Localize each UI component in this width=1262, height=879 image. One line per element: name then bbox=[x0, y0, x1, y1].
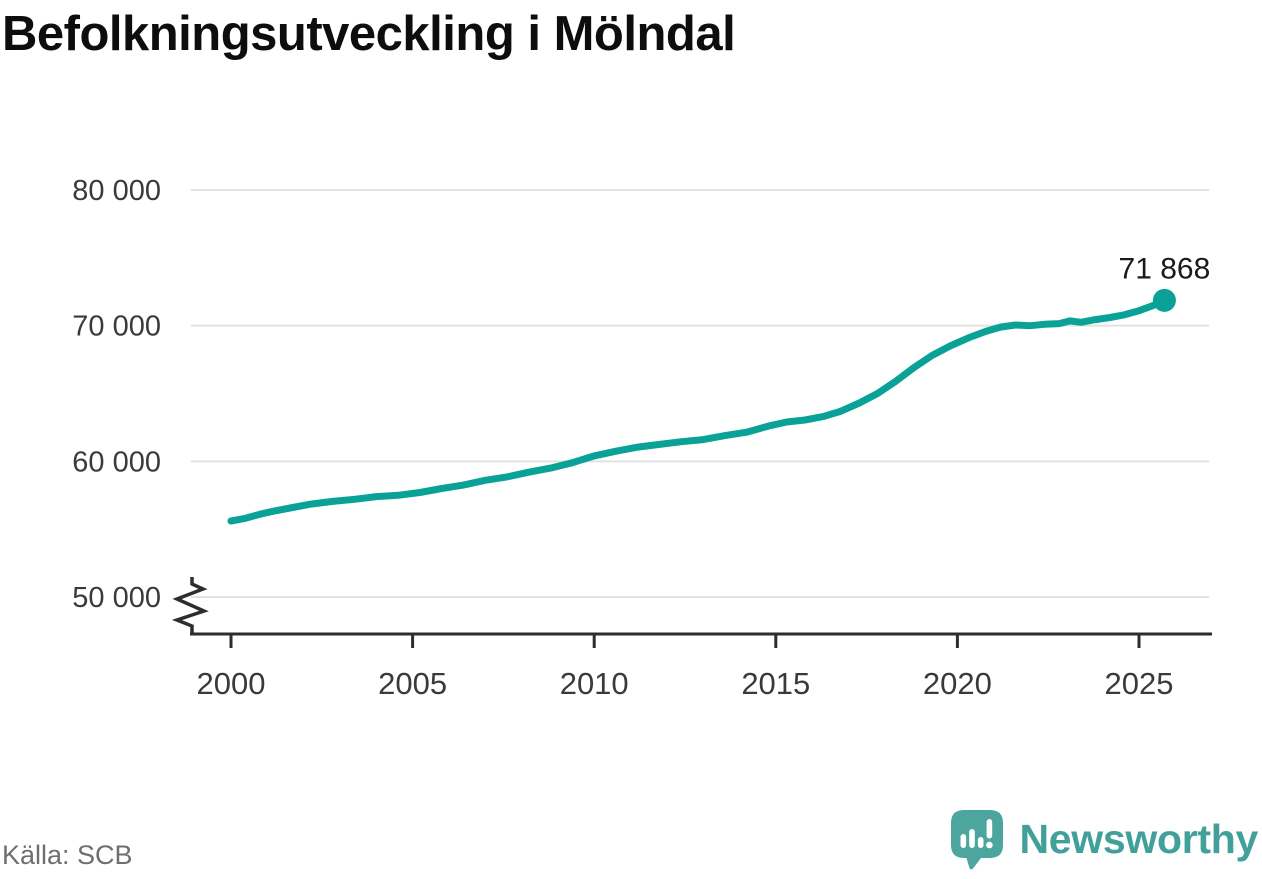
x-axis-label: 2005 bbox=[378, 666, 447, 701]
newsworthy-logo: Newsworthy bbox=[949, 808, 1259, 870]
newsworthy-speech-bubble-bar-chart-icon bbox=[950, 810, 1003, 870]
y-axis-break-icon bbox=[171, 577, 209, 634]
source-caption: Källa: SCB bbox=[2, 840, 133, 870]
y-axis-label: 50 000 bbox=[72, 582, 161, 614]
chart-title: Befolkningsutveckling i Mölndal bbox=[2, 7, 736, 61]
x-axis-label: 2025 bbox=[1105, 666, 1174, 701]
x-axis-label: 2010 bbox=[560, 666, 629, 701]
y-axis-label: 80 000 bbox=[72, 175, 161, 207]
latest-point-marker bbox=[1152, 288, 1176, 312]
x-axis-label: 2020 bbox=[923, 666, 992, 701]
y-axis-label: 60 000 bbox=[72, 446, 161, 478]
latest-value-label: 71 868 bbox=[1119, 252, 1211, 285]
newsworthy-logo-text: Newsworthy bbox=[1019, 815, 1259, 862]
population-line bbox=[227, 296, 1168, 525]
x-axis-label: 2000 bbox=[197, 666, 266, 701]
y-axis-label: 70 000 bbox=[72, 311, 161, 343]
x-axis-label: 2015 bbox=[741, 666, 810, 701]
